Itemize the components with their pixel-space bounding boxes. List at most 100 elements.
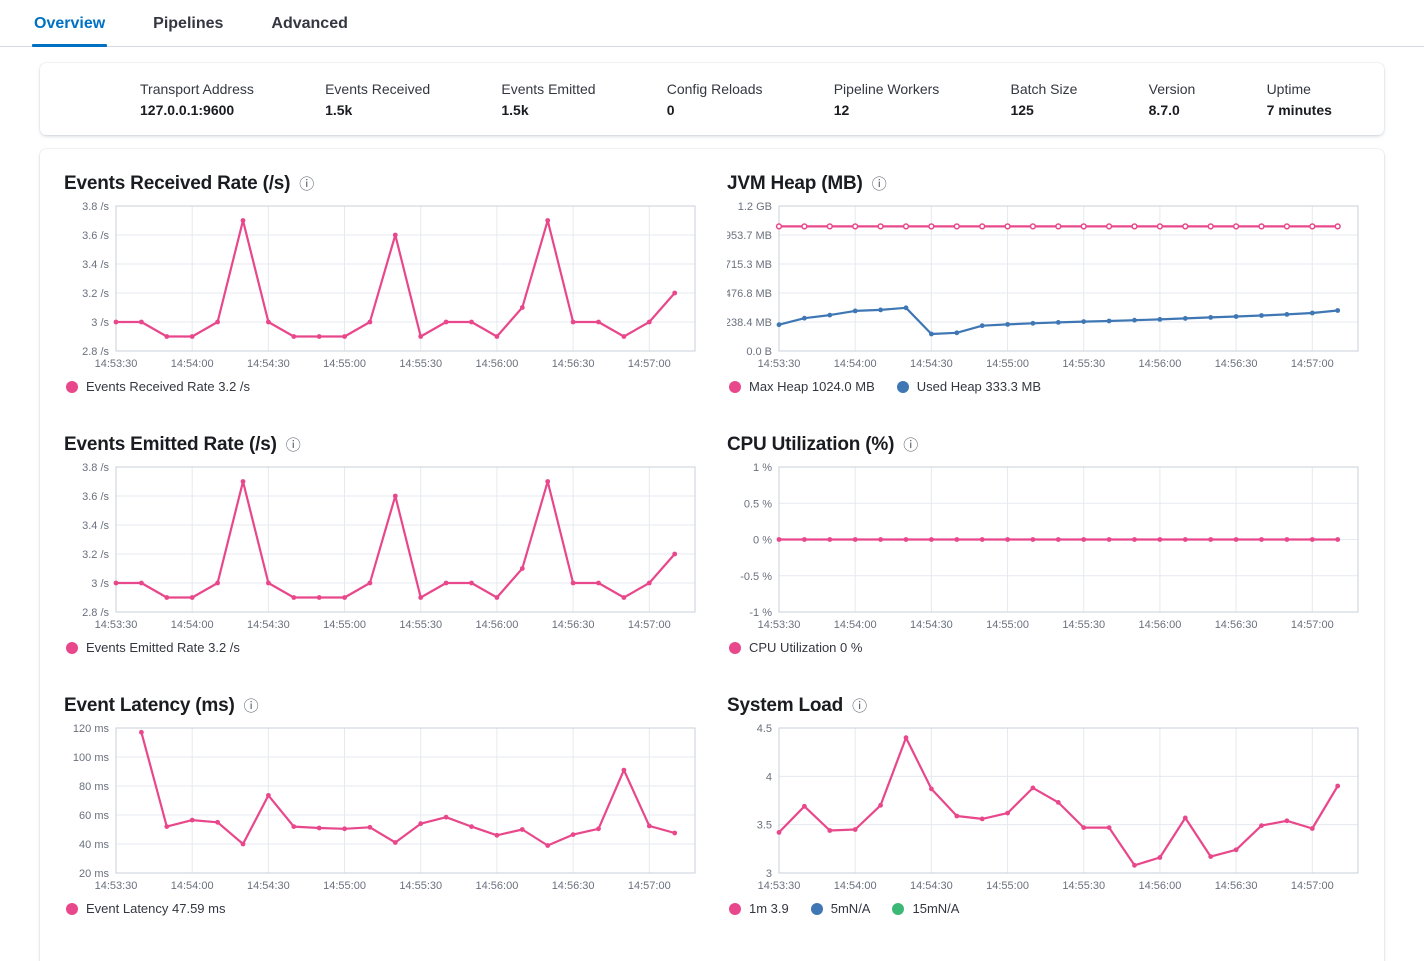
summary-value: 127.0.0.1:9600 bbox=[140, 101, 235, 118]
svg-text:14:54:30: 14:54:30 bbox=[910, 619, 953, 631]
chart-title: CPU Utilization (%) bbox=[727, 434, 895, 455]
line-chart-svg: 120 ms 100 ms 80 ms 60 ms 40 ms 20 ms14:53:30… bbox=[73, 723, 696, 892]
legend-dot-icon bbox=[66, 902, 78, 915]
chart-plot-area[interactable]: 3.8 /s 3.6 /s 3.4 /s 3.2 /s 3 /s 2.8 /s 14:53:… bbox=[64, 201, 697, 373]
svg-text:14:56:00: 14:56:00 bbox=[1139, 358, 1182, 370]
chart-plot-area[interactable]: 1 % 0.5 % 0 % -0.5 % -1 % 14:53:30 14:54:00 14:… bbox=[727, 462, 1360, 634]
legend-dot-icon bbox=[66, 380, 78, 393]
svg-text:14:55:00: 14:55:00 bbox=[986, 358, 1029, 370]
info-icon[interactable]: ⓘ bbox=[871, 175, 887, 193]
svg-text:-1 %: -1 % bbox=[749, 607, 772, 619]
svg-text:14:56:30: 14:56:30 bbox=[1215, 358, 1258, 370]
legend-item: Event Latency 47.59 ms bbox=[66, 901, 225, 916]
summary-label: Transport Address bbox=[140, 80, 254, 97]
svg-text:14:57:00: 14:57:00 bbox=[628, 358, 671, 370]
summary-events-received: Events Received 1.5k bbox=[325, 81, 438, 118]
svg-text:14:55:00: 14:55:00 bbox=[986, 619, 1029, 631]
svg-text:14:55:30: 14:55:30 bbox=[399, 880, 442, 892]
summary-label: Events Emitted bbox=[501, 80, 596, 97]
legend-item: Used Heap 333.3 MB bbox=[896, 379, 1041, 394]
svg-text:14:53:30: 14:53:30 bbox=[95, 880, 138, 892]
legend-label: Max Heap 1024.0 MB bbox=[749, 379, 875, 394]
legend-item: 15mN/A bbox=[892, 901, 959, 916]
svg-text:14:53:30: 14:53:30 bbox=[95, 358, 138, 370]
summary-value: 1.5k bbox=[325, 101, 353, 118]
chart-legend: 1m 3.9 5mN/A 15mN/A bbox=[727, 901, 1360, 916]
info-icon[interactable]: ⓘ bbox=[299, 175, 315, 193]
chart-event-latency: Event Latency (ms) ⓘ 120 ms 100 ms 80 ms 60… bbox=[64, 695, 697, 916]
tab-overview[interactable]: Overview bbox=[32, 0, 108, 47]
node-summary-panel: Transport Address 127.0.0.1:9600 Events … bbox=[40, 63, 1384, 135]
svg-text:953.7 MB: 953.7 MB bbox=[727, 230, 772, 242]
svg-text:14:55:30: 14:55:30 bbox=[1062, 880, 1105, 892]
chart-plot-area[interactable]: 120 ms 100 ms 80 ms 60 ms 40 ms 20 ms 14:53:30… bbox=[64, 723, 697, 895]
legend-item: Max Heap 1024.0 MB bbox=[729, 379, 875, 394]
svg-text:-0.5 %: -0.5 % bbox=[740, 571, 772, 583]
info-icon[interactable]: ⓘ bbox=[285, 436, 301, 454]
info-icon[interactable]: ⓘ bbox=[903, 436, 919, 454]
legend-label: 1m 3.9 bbox=[749, 901, 789, 916]
summary-label: Version bbox=[1148, 80, 1196, 97]
tab-bar: Overview Pipelines Advanced bbox=[0, 0, 1424, 47]
summary-config-reloads: Config Reloads 0 bbox=[667, 81, 771, 118]
svg-text:60 ms: 60 ms bbox=[79, 810, 109, 822]
line-chart-svg: 1 % 0.5 % 0 % -0.5 % -1 %14:53:30 14:54:00 14:… bbox=[740, 462, 1359, 631]
chart-plot-area[interactable]: 4.5 4 3.5 3 14:53:30 14:54:00 14:54:30 14:55:00… bbox=[727, 723, 1360, 895]
svg-text:14:56:30: 14:56:30 bbox=[1215, 619, 1258, 631]
line-chart-svg: 4.5 4 3.5 314:53:30 14:54:00 14:54:30 14:55:00… bbox=[757, 723, 1359, 892]
legend-label: CPU Utilization 0 % bbox=[749, 640, 863, 655]
svg-text:14:54:30: 14:54:30 bbox=[247, 358, 290, 370]
svg-text:14:54:00: 14:54:00 bbox=[171, 358, 214, 370]
legend-dot-icon bbox=[66, 641, 78, 654]
chart-plot-area[interactable]: 1.2 GB 953.7 MB 715.3 MB 476.8 MB 238.4 MB 0.… bbox=[727, 201, 1360, 373]
svg-text:14:56:00: 14:56:00 bbox=[476, 358, 519, 370]
summary-value: 8.7.0 bbox=[1148, 101, 1180, 118]
svg-text:100 ms: 100 ms bbox=[73, 752, 110, 764]
chart-legend: Max Heap 1024.0 MB Used Heap 333.3 MB bbox=[727, 379, 1360, 394]
svg-text:14:54:00: 14:54:00 bbox=[171, 619, 214, 631]
svg-text:20 ms: 20 ms bbox=[79, 868, 109, 880]
summary-uptime: Uptime 7 minutes bbox=[1267, 81, 1340, 118]
svg-text:14:55:00: 14:55:00 bbox=[323, 880, 366, 892]
svg-text:3.4 /s: 3.4 /s bbox=[82, 520, 109, 532]
chart-title: Event Latency (ms) bbox=[64, 695, 235, 716]
summary-batch-size: Batch Size 125 bbox=[1010, 81, 1085, 118]
chart-title: JVM Heap (MB) bbox=[727, 173, 863, 194]
legend-label: Events Emitted Rate 3.2 /s bbox=[86, 640, 240, 655]
summary-pipeline-workers: Pipeline Workers 12 bbox=[834, 81, 948, 118]
svg-text:14:56:30: 14:56:30 bbox=[552, 619, 595, 631]
svg-text:3.4 /s: 3.4 /s bbox=[82, 259, 109, 271]
info-icon[interactable]: ⓘ bbox=[243, 697, 259, 715]
chart-events-emitted-rate: Events Emitted Rate (/s) ⓘ 3.8 /s 3.6 /s 3… bbox=[64, 434, 697, 655]
charts-panel: Events Received Rate (/s) ⓘ 3.8 /s 3.6 /s… bbox=[40, 149, 1384, 961]
legend-dot-icon bbox=[729, 902, 741, 915]
chart-title: Events Emitted Rate (/s) bbox=[64, 434, 277, 455]
legend-dot-icon bbox=[896, 380, 909, 393]
svg-text:4.5: 4.5 bbox=[757, 723, 772, 735]
svg-text:14:56:30: 14:56:30 bbox=[552, 358, 595, 370]
svg-text:14:56:00: 14:56:00 bbox=[476, 619, 519, 631]
svg-text:2.8 /s: 2.8 /s bbox=[82, 607, 109, 619]
summary-version: Version 8.7.0 bbox=[1149, 81, 1204, 118]
svg-text:3.6 /s: 3.6 /s bbox=[82, 230, 109, 242]
summary-transport-address: Transport Address 127.0.0.1:9600 bbox=[140, 81, 262, 118]
legend-label: Events Received Rate 3.2 /s bbox=[86, 379, 251, 394]
svg-text:14:56:30: 14:56:30 bbox=[552, 880, 595, 892]
tab-advanced[interactable]: Advanced bbox=[271, 15, 348, 32]
chart-plot-area[interactable]: 3.8 /s 3.6 /s 3.4 /s 3.2 /s 3 /s 2.8 /s 14:53:… bbox=[64, 462, 697, 634]
svg-text:14:55:00: 14:55:00 bbox=[323, 358, 366, 370]
svg-text:14:53:30: 14:53:30 bbox=[758, 358, 801, 370]
svg-text:14:56:30: 14:56:30 bbox=[1215, 880, 1258, 892]
svg-text:14:57:00: 14:57:00 bbox=[628, 619, 671, 631]
svg-text:14:56:00: 14:56:00 bbox=[1139, 880, 1182, 892]
summary-value: 0 bbox=[666, 101, 675, 118]
svg-text:14:55:00: 14:55:00 bbox=[986, 880, 1029, 892]
legend-dot-icon bbox=[810, 902, 823, 915]
svg-text:14:57:00: 14:57:00 bbox=[1291, 358, 1334, 370]
info-icon[interactable]: ⓘ bbox=[852, 697, 868, 715]
svg-text:14:57:00: 14:57:00 bbox=[628, 880, 671, 892]
summary-label: Events Received bbox=[325, 80, 431, 97]
svg-text:14:54:00: 14:54:00 bbox=[834, 358, 877, 370]
summary-label: Uptime bbox=[1266, 80, 1311, 97]
tab-pipelines[interactable]: Pipelines bbox=[153, 15, 224, 32]
